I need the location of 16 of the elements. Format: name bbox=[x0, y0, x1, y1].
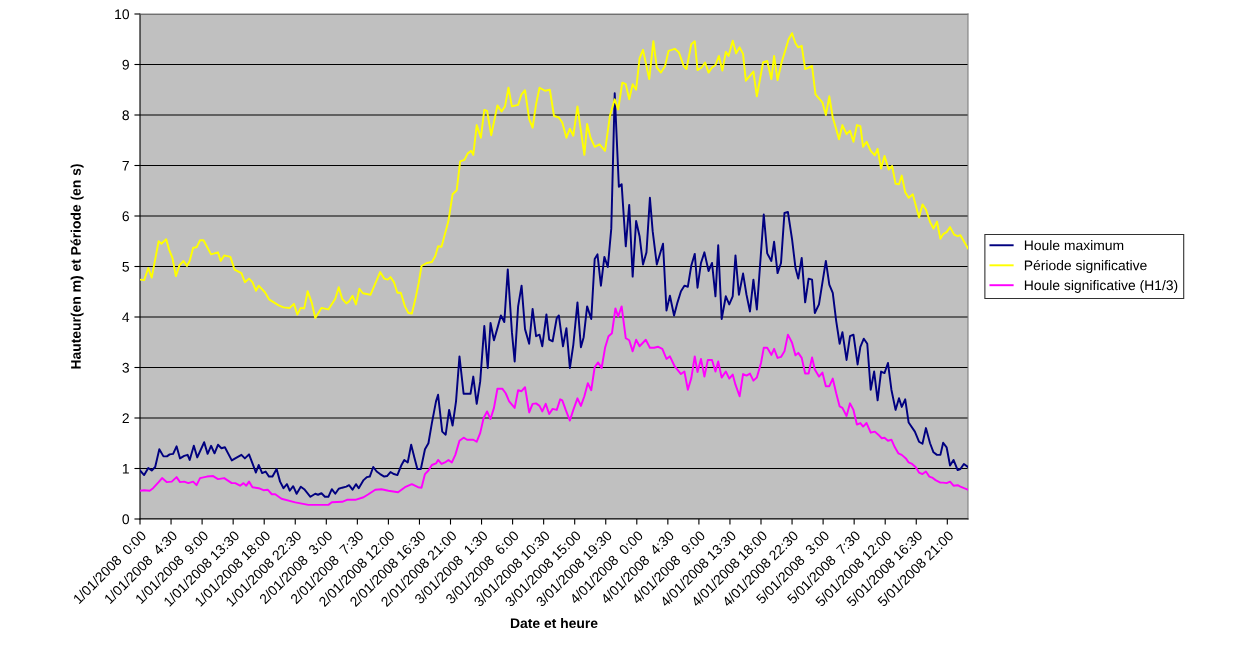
y-axis-title: Hauteur(en m) et Période (en s) bbox=[70, 164, 84, 369]
y-tick-label: 0 bbox=[122, 514, 130, 525]
y-tick-label: 2 bbox=[122, 413, 129, 424]
y-tick-label: 10 bbox=[115, 9, 130, 20]
y-tick-label: 6 bbox=[122, 211, 129, 222]
legend-label: Houle significative (H1/3) bbox=[1024, 280, 1178, 293]
y-tick-label: 3 bbox=[122, 362, 129, 373]
y-tick-label: 4 bbox=[122, 312, 130, 323]
legend-label: Houle maximum bbox=[1024, 240, 1124, 251]
x-axis-title: Date et heure bbox=[510, 617, 598, 629]
y-tick-label: 7 bbox=[122, 160, 129, 171]
y-tick-label: 9 bbox=[122, 59, 129, 70]
y-tick-label: 1 bbox=[122, 463, 129, 474]
legend-label: Période significative bbox=[1024, 259, 1147, 274]
y-tick-label: 5 bbox=[122, 261, 129, 272]
y-tick-label: 8 bbox=[122, 110, 129, 121]
